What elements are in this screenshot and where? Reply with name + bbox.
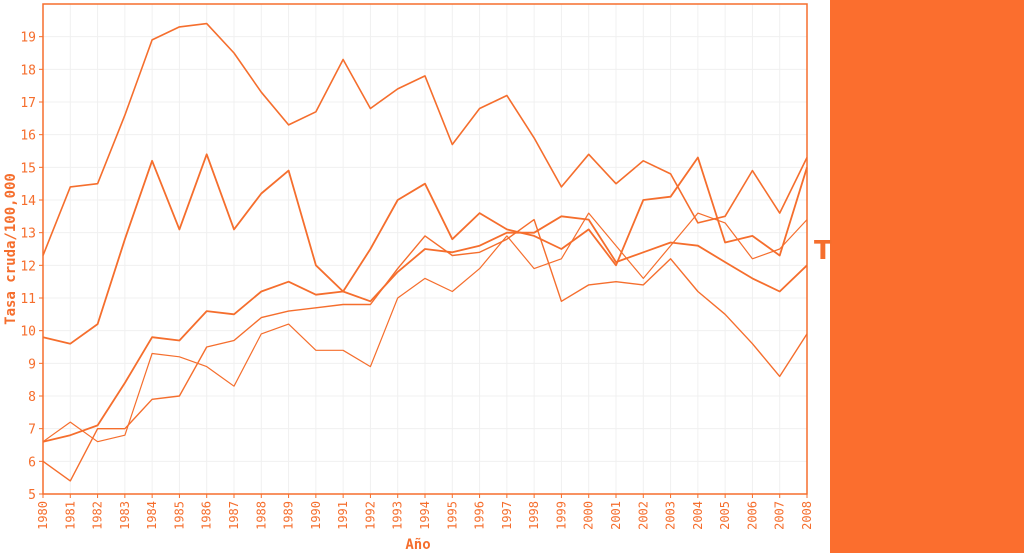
x-axis-label: Año — [405, 537, 430, 553]
x-tick-label: 1990 — [309, 501, 323, 530]
x-tick-label: 2000 — [582, 501, 596, 530]
x-tick-label: 2005 — [718, 501, 732, 530]
y-tick-label: 18 — [20, 63, 36, 78]
x-tick-label: 2007 — [773, 501, 787, 530]
x-tick-label: 2004 — [691, 501, 705, 530]
x-tick-label: 2006 — [745, 501, 759, 530]
x-tick-label: 1981 — [63, 501, 77, 530]
x-tick-label: 1995 — [445, 501, 459, 530]
x-tick-label: 1985 — [172, 501, 186, 530]
series-line-5 — [42, 218, 808, 482]
y-tick-label: 11 — [20, 292, 36, 307]
y-tick-label: 9 — [28, 357, 36, 372]
y-tick-label: 10 — [20, 325, 36, 340]
y-tick-label: 12 — [20, 259, 36, 274]
y-tick-label: 17 — [20, 96, 36, 111]
x-tick-label: 1982 — [91, 501, 105, 530]
y-tick-label: 14 — [20, 194, 36, 209]
y-tick-label: 15 — [20, 161, 36, 176]
x-tick-label: 1997 — [500, 501, 514, 530]
x-tick-label: 1988 — [254, 501, 268, 530]
x-tick-label: 1984 — [145, 501, 159, 530]
x-tick-label: 1987 — [227, 501, 241, 530]
y-tick-label: 5 — [28, 488, 36, 503]
y-tick-label: 7 — [28, 423, 36, 438]
x-tick-label: 1989 — [282, 501, 296, 530]
side-panel — [830, 0, 1024, 553]
y-axis-ticks: 5 6 7 8 9 10 11 12 13 14 15 16 17 18 19 — [20, 31, 43, 503]
x-tick-label: 1980 — [36, 501, 50, 530]
x-tick-label: 2003 — [664, 501, 678, 530]
y-tick-label: 8 — [28, 390, 36, 405]
series-line-3 — [42, 215, 808, 443]
x-tick-label: 1998 — [527, 501, 541, 530]
series-line-1 — [42, 22, 808, 256]
y-tick-label: 6 — [28, 455, 36, 470]
grid-lines — [42, 4, 808, 495]
x-tick-label: 2002 — [636, 501, 650, 530]
series-line-4 — [42, 212, 808, 443]
y-tick-label: 19 — [20, 31, 36, 46]
x-tick-label: 1994 — [418, 501, 432, 530]
x-tick-label: 1986 — [200, 501, 214, 530]
x-tick-label: 1992 — [363, 501, 377, 530]
x-axis-ticks: 1980 1981 1982 1983 1984 1985 1986 1987 1988 1989… — [36, 494, 814, 530]
side-panel-letter: T — [814, 236, 832, 266]
y-tick-label: 16 — [20, 129, 36, 144]
y-tick-label: 13 — [20, 227, 36, 242]
x-tick-label: 1996 — [473, 501, 487, 530]
series-lines — [42, 22, 808, 482]
x-tick-label: 1991 — [336, 501, 350, 530]
x-tick-label: 2008 — [800, 501, 814, 530]
y-axis-label: Tasa cruda/100,000 — [3, 173, 19, 325]
x-tick-label: 1983 — [118, 501, 132, 530]
x-tick-label: 1999 — [554, 501, 568, 530]
x-tick-label: 2001 — [609, 501, 623, 530]
x-tick-label: 1993 — [391, 501, 405, 530]
series-line-2 — [42, 153, 808, 345]
